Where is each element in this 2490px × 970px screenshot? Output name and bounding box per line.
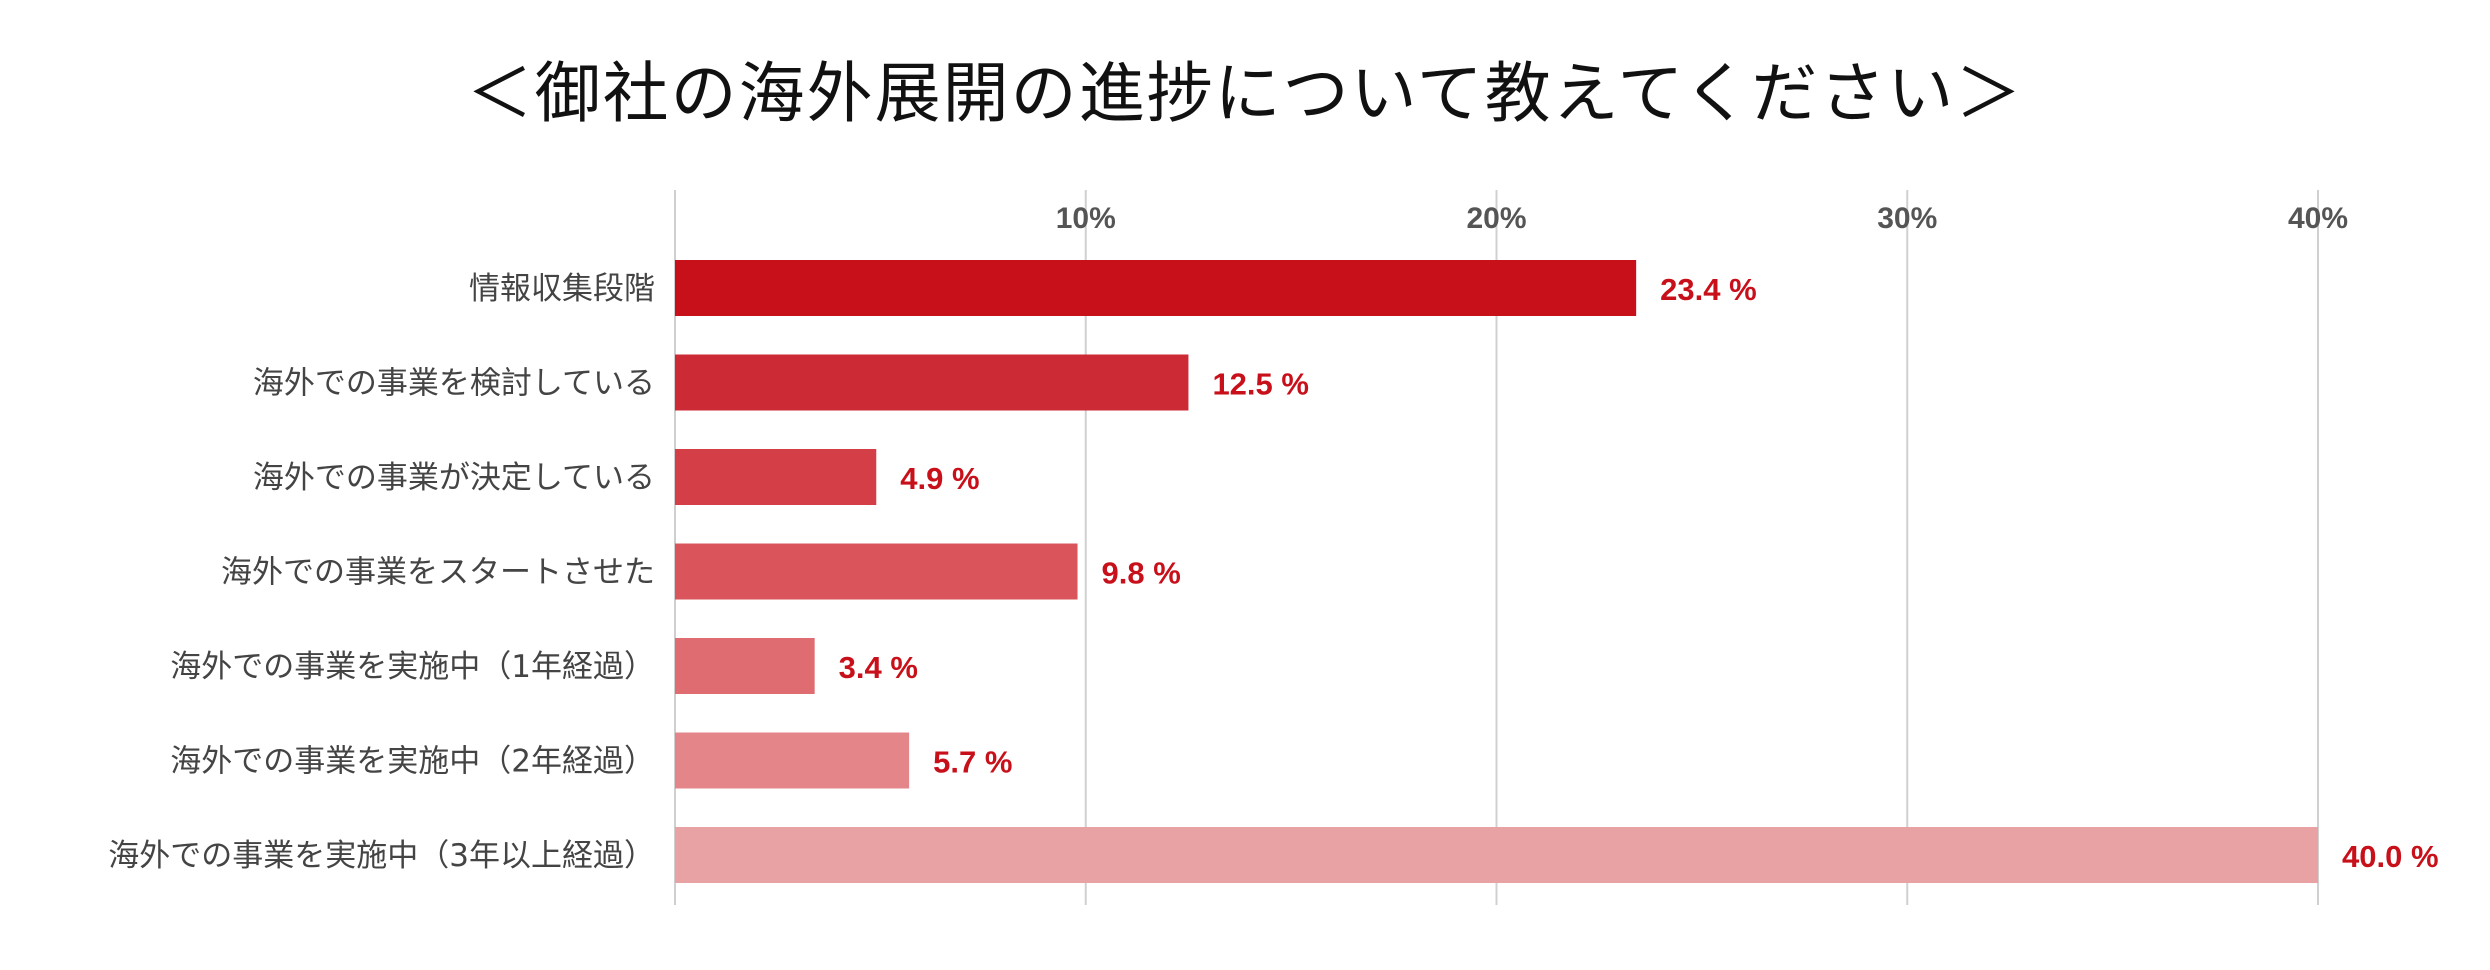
data-label: 4.9 % xyxy=(900,461,979,496)
data-label: 12.5 % xyxy=(1212,367,1309,402)
x-tick-label: 10% xyxy=(1056,202,1116,235)
bar xyxy=(675,354,1189,411)
bars xyxy=(675,260,2318,883)
category-label: 海外での事業を検討している xyxy=(253,366,655,402)
category-label: 情報収集段階 xyxy=(469,271,655,307)
data-label: 40.0 % xyxy=(2342,839,2439,874)
x-tick-label: 30% xyxy=(1877,202,1937,235)
x-tick-label: 20% xyxy=(1466,202,1526,235)
bar xyxy=(675,449,877,505)
x-tick-label: 40% xyxy=(2288,202,2348,235)
category-label: 海外での事業が決定している xyxy=(253,460,655,496)
data-label: 23.4 % xyxy=(1660,272,1757,307)
category-label: 海外での事業を実施中（3年以上経過） xyxy=(108,838,655,874)
category-label: 海外での事業を実施中（1年経過） xyxy=(170,649,655,685)
chart-title: ＜御社の海外展開の進捗について教えてください＞ xyxy=(466,55,2024,132)
bar xyxy=(675,827,2318,883)
data-label: 5.7 % xyxy=(933,745,1012,780)
data-label: 9.8 % xyxy=(1102,556,1181,591)
bar xyxy=(675,260,1637,316)
category-label: 海外での事業を実施中（2年経過） xyxy=(170,744,655,780)
value-labels: 23.4 % 12.5 % 4.9 % 9.8 % 3.4 % 5.7 % 40.0 % xyxy=(839,272,2439,874)
bar xyxy=(675,638,815,694)
x-axis-ticks: 10% 20% 30% 40% xyxy=(1056,202,2348,235)
data-label: 3.4 % xyxy=(839,650,918,685)
bar xyxy=(675,732,910,789)
category-labels: 情報収集段階海外での事業を検討している海外での事業が決定している海外での事業をス… xyxy=(108,271,655,874)
bar xyxy=(675,543,1078,600)
category-label: 海外での事業をスタートさせた xyxy=(221,555,655,591)
